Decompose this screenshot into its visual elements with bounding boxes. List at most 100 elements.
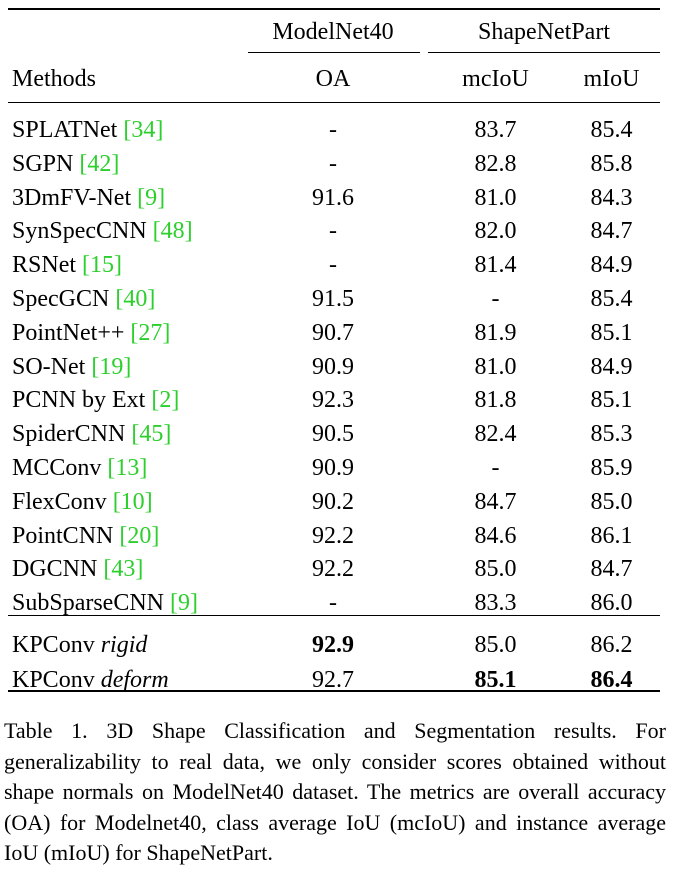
citation-ref: [9] [170, 590, 198, 617]
cell-oa: 90.2 [312, 488, 354, 515]
cell-miou: 85.0 [590, 488, 633, 515]
cell-oa: 92.9 [312, 632, 354, 658]
cell-oa: 90.5 [312, 421, 354, 448]
method-label: PCNN by Ext [12, 387, 146, 414]
method-label: SubSparseCNN [12, 590, 165, 617]
cell-oa: 90.9 [312, 353, 354, 380]
method-label: SpecGCN [12, 286, 110, 312]
method-name: SO-Net [19] [12, 350, 131, 384]
cell-oa: 92.3 [312, 387, 354, 414]
method-label: FlexConv [12, 488, 107, 515]
method-label: 3DmFV-Net [12, 184, 132, 211]
col-header-oa: OA [315, 66, 351, 92]
cell-miou: 84.3 [590, 184, 633, 211]
cell-miou: 85.9 [590, 455, 633, 481]
cell-miou: 85.3 [590, 421, 633, 448]
cell-mciou: 82.0 [474, 218, 517, 245]
cell-oa: - [329, 252, 337, 279]
cell-miou: 84.7 [590, 218, 633, 245]
cell-mciou: 83.7 [474, 117, 517, 143]
citation-ref: [15] [82, 252, 122, 279]
cell-mciou: 81.4 [474, 252, 517, 279]
cell-mciou: 81.0 [474, 353, 517, 380]
kpconv-separator-rule [8, 615, 660, 616]
cell-miou: 85.1 [590, 319, 633, 346]
method-name: MCConv [13] [12, 451, 147, 485]
cell-miou: 85.4 [590, 286, 633, 312]
cell-oa: 90.9 [312, 455, 354, 481]
method-label: SynSpecCNN [12, 218, 147, 245]
cell-mciou: 84.6 [474, 522, 517, 549]
method-label: SPLATNet [12, 117, 118, 143]
method-name: SGPN [42] [12, 147, 119, 181]
cell-mciou: 85.1 [474, 667, 517, 693]
cell-miou: 84.9 [590, 353, 633, 380]
cell-mciou: 81.0 [474, 184, 517, 211]
cell-miou: 86.4 [590, 667, 633, 693]
method-name: FlexConv [10] [12, 485, 153, 519]
citation-ref: [42] [79, 150, 120, 177]
cell-oa: - [329, 218, 337, 245]
group-underline-shapenetpart [428, 52, 660, 53]
group-underline-modelnet40 [248, 52, 420, 53]
cell-mciou: 81.8 [474, 387, 517, 414]
method-variant: deform [100, 667, 169, 693]
citation-ref: [10] [112, 488, 153, 515]
method-name: DGCNN [43] [12, 552, 143, 586]
method-label: MCConv [12, 455, 102, 481]
method-name: PointNet++ [27] [12, 316, 170, 350]
cell-oa: 92.7 [312, 667, 354, 693]
top-rule [8, 8, 660, 10]
cell-mciou: 85.0 [474, 632, 517, 658]
method-label: SGPN [12, 150, 74, 177]
cell-oa: 91.5 [312, 286, 354, 312]
table-caption: Table 1. 3D Shape Classification and Seg… [4, 718, 666, 865]
cell-oa: 92.2 [312, 522, 354, 549]
cell-mciou: 85.0 [474, 556, 517, 583]
method-label: PointNet++ [12, 319, 125, 346]
cell-mciou: - [491, 455, 500, 481]
citation-ref: [34] [123, 117, 164, 143]
cell-miou: 86.1 [590, 522, 633, 549]
citation-ref: [9] [137, 184, 166, 211]
cell-oa: 92.2 [312, 556, 354, 583]
citation-ref: [45] [131, 421, 172, 448]
citation-ref: [40] [115, 286, 156, 312]
cell-mciou: 84.7 [474, 488, 517, 515]
method-name: KPConv rigid [12, 628, 147, 662]
method-name: SubSparseCNN [9] [12, 586, 198, 620]
method-name: 3DmFV-Net [9] [12, 181, 165, 215]
cell-oa: - [329, 150, 337, 177]
method-label: PointCNN [12, 522, 114, 549]
method-name: SynSpecCNN [48] [12, 214, 193, 248]
cell-mciou: 82.8 [474, 150, 517, 177]
method-label: DGCNN [12, 556, 98, 583]
method-label: SpiderCNN [12, 421, 126, 448]
cell-mciou: - [491, 286, 500, 312]
cell-oa: 90.7 [312, 319, 354, 346]
method-label: KPConv [12, 667, 95, 693]
citation-ref: [48] [152, 218, 193, 245]
method-name: SPLATNet [34] [12, 113, 163, 147]
bottom-rule [8, 690, 660, 692]
cell-oa: - [329, 590, 337, 617]
citation-ref: [27] [130, 319, 171, 346]
cell-mciou: 81.9 [474, 319, 517, 346]
cell-mciou: 83.3 [474, 590, 517, 617]
cell-miou: 85.4 [590, 117, 633, 143]
cell-oa: - [329, 117, 337, 143]
cell-miou: 86.2 [590, 632, 633, 658]
cell-oa: 91.6 [312, 184, 354, 211]
method-label: SO-Net [12, 353, 86, 380]
method-name: PointCNN [20] [12, 519, 159, 553]
method-label: RSNet [12, 252, 77, 279]
col-header-methods: Methods [12, 66, 96, 92]
citation-ref: [13] [107, 455, 148, 481]
method-name: PCNN by Ext [2] [12, 383, 179, 417]
cell-miou: 84.9 [590, 252, 633, 279]
group-header-modelnet40: ModelNet40 [272, 19, 394, 45]
citation-ref: [19] [91, 353, 132, 380]
cell-miou: 86.0 [590, 590, 633, 617]
method-label: KPConv [12, 632, 95, 658]
method-name: KPConv deform [12, 663, 169, 697]
